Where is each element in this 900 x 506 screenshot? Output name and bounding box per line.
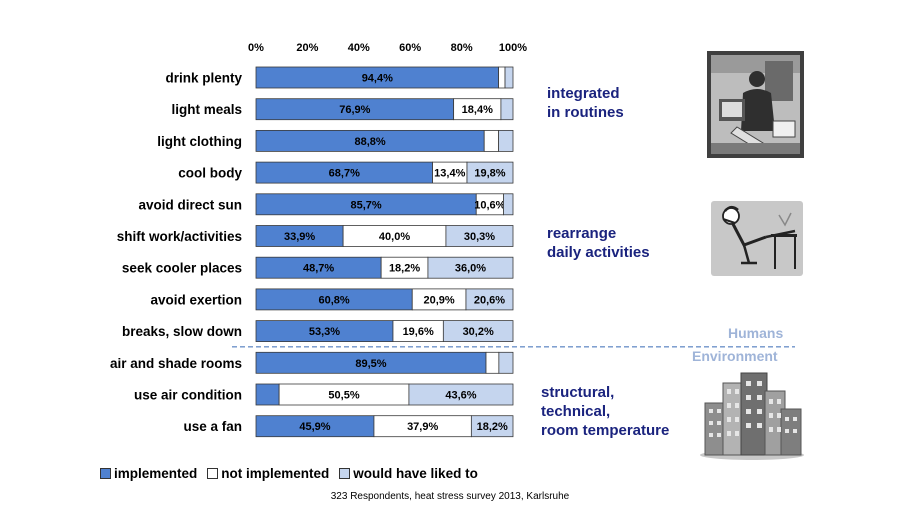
data-label: 40,0% — [379, 231, 410, 243]
category-label: air and shade rooms — [110, 356, 242, 371]
data-label: 50,5% — [328, 390, 359, 402]
bar-segment — [445, 225, 514, 247]
data-label: 43,6% — [445, 390, 476, 402]
data-label: 18,2% — [477, 421, 508, 433]
legend-swatch-implemented — [100, 468, 111, 479]
data-label: 88,8% — [355, 136, 386, 148]
data-label: 18,4% — [462, 104, 493, 116]
category-label: light meals — [171, 102, 242, 117]
bar-segment — [485, 351, 500, 374]
bar-segment — [500, 98, 514, 121]
bar-segment — [498, 351, 514, 374]
category-label: breaks, slow down — [122, 324, 242, 339]
data-label: 20,6% — [474, 294, 505, 306]
legend-swatch-would-have-liked — [339, 468, 351, 479]
data-label: 37,9% — [407, 421, 438, 433]
category-label: use air condition — [134, 388, 242, 403]
data-label: 76,9% — [339, 104, 370, 116]
x-tick-label: 60% — [399, 42, 421, 54]
relaxing-person-icon — [711, 201, 803, 276]
data-label: 13,4% — [434, 168, 465, 180]
legend-item-implemented: implemented — [100, 466, 197, 481]
x-tick-label: 100% — [499, 42, 527, 54]
bar-segment — [470, 415, 514, 438]
bar-segment — [442, 320, 514, 343]
x-tick-label: 40% — [348, 42, 370, 54]
bar-segment — [408, 383, 514, 406]
bar-segment — [465, 288, 514, 311]
data-label: 53,3% — [309, 326, 340, 338]
category-label: drink plenty — [165, 71, 242, 86]
chart-legend: implemented not implemented would have l… — [100, 466, 478, 481]
legend-item-would-have-liked: would have liked to — [339, 466, 478, 481]
data-label: 20,9% — [424, 294, 455, 306]
x-tick-label: 20% — [296, 42, 318, 54]
category-label: avoid direct sun — [138, 197, 242, 212]
legend-label-implemented: implemented — [114, 466, 198, 481]
bar-segment — [503, 193, 514, 216]
bar-segment — [466, 161, 514, 184]
bar-segment — [504, 66, 514, 89]
category-label: seek cooler places — [122, 261, 242, 276]
legend-label-not-implemented: not implemented — [221, 466, 330, 481]
category-label: shift work/activities — [117, 229, 242, 244]
data-label: 36,0% — [455, 263, 486, 275]
bar-segment — [255, 383, 280, 406]
bar-segment — [483, 129, 500, 152]
data-label: 10,6% — [474, 199, 505, 211]
group-label-routines: integrated in routines — [547, 85, 624, 121]
data-label: 19,8% — [474, 168, 505, 180]
legend-swatch-not-implemented — [207, 468, 219, 479]
data-label: 94,4% — [362, 73, 393, 85]
data-label: 60,8% — [319, 294, 350, 306]
data-label: 30,3% — [464, 231, 495, 243]
data-label: 19,6% — [403, 326, 434, 338]
category-label: use a fan — [183, 419, 242, 434]
bar-segment — [498, 66, 506, 89]
legend-label-would-have-liked: would have liked to — [353, 466, 478, 481]
data-label: 33,9% — [284, 231, 315, 243]
x-tick-label: 0% — [248, 42, 264, 54]
data-label: 85,7% — [351, 199, 382, 211]
bar-segment — [427, 256, 514, 279]
office-worker-icon — [707, 51, 804, 158]
group-label-structural: structural, technical, room temperature — [541, 384, 670, 439]
category-label: cool body — [178, 166, 242, 181]
data-label: 45,9% — [299, 421, 330, 433]
data-label: 48,7% — [303, 263, 334, 275]
footnote: 323 Respondents, heat stress survey 2013… — [330, 491, 570, 502]
category-label: avoid exertion — [150, 292, 242, 307]
legend-item-not-implemented: not implemented — [207, 466, 329, 481]
divider-label-environment: Environment — [692, 348, 778, 364]
data-label: 89,5% — [355, 358, 386, 370]
data-label: 18,2% — [389, 263, 420, 275]
category-label: light clothing — [157, 134, 242, 149]
data-label: 30,2% — [463, 326, 494, 338]
data-label: 68,7% — [329, 168, 360, 180]
city-buildings-icon — [700, 372, 804, 460]
group-label-activities: rearrange daily activities — [547, 225, 650, 261]
divider-label-humans: Humans — [728, 325, 784, 341]
x-tick-label: 80% — [451, 42, 473, 54]
bar-segment — [498, 129, 514, 152]
